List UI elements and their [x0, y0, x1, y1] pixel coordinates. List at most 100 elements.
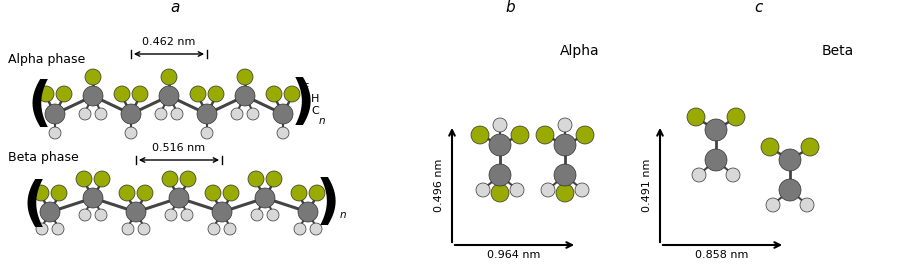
Text: 0.516 nm: 0.516 nm [152, 143, 205, 153]
Circle shape [266, 171, 282, 187]
Circle shape [190, 86, 206, 102]
Circle shape [779, 179, 801, 201]
Circle shape [85, 69, 101, 85]
Circle shape [76, 171, 92, 187]
Circle shape [692, 168, 706, 182]
Circle shape [471, 126, 489, 144]
Circle shape [138, 223, 150, 235]
Circle shape [79, 209, 91, 221]
Circle shape [56, 86, 72, 102]
Circle shape [309, 185, 325, 201]
Circle shape [52, 223, 64, 235]
Text: F: F [303, 83, 310, 93]
Circle shape [169, 188, 189, 208]
Circle shape [575, 183, 589, 197]
Circle shape [165, 209, 177, 221]
Circle shape [766, 198, 780, 212]
Circle shape [181, 209, 193, 221]
Circle shape [489, 164, 511, 186]
Circle shape [554, 164, 576, 186]
Circle shape [255, 188, 275, 208]
Circle shape [223, 185, 239, 201]
Circle shape [137, 185, 153, 201]
Circle shape [576, 126, 594, 144]
Circle shape [208, 223, 220, 235]
Circle shape [95, 108, 107, 120]
Circle shape [273, 104, 293, 124]
Circle shape [94, 171, 110, 187]
Text: a: a [170, 0, 180, 15]
Circle shape [36, 223, 48, 235]
Circle shape [125, 127, 137, 139]
Circle shape [491, 184, 509, 202]
Circle shape [726, 168, 740, 182]
Text: $\bf)$: $\bf)$ [290, 77, 311, 129]
Circle shape [208, 86, 224, 102]
Text: Alpha phase: Alpha phase [8, 54, 86, 66]
Text: 0.496 nm: 0.496 nm [434, 158, 444, 212]
Circle shape [162, 171, 178, 187]
Circle shape [705, 119, 727, 141]
Circle shape [83, 86, 103, 106]
Text: b: b [505, 0, 515, 15]
Text: Alpha: Alpha [560, 44, 599, 58]
Circle shape [231, 108, 243, 120]
Circle shape [224, 223, 236, 235]
Circle shape [159, 86, 179, 106]
Circle shape [761, 138, 779, 156]
Circle shape [237, 69, 253, 85]
Text: 0.858 nm: 0.858 nm [696, 250, 749, 260]
Circle shape [40, 202, 60, 222]
Circle shape [33, 185, 49, 201]
Circle shape [558, 118, 572, 132]
Circle shape [205, 185, 221, 201]
Circle shape [727, 108, 745, 126]
Circle shape [122, 223, 134, 235]
Circle shape [121, 104, 141, 124]
Circle shape [247, 108, 259, 120]
Circle shape [310, 223, 322, 235]
Circle shape [801, 138, 819, 156]
Text: 0.462 nm: 0.462 nm [142, 37, 195, 47]
Circle shape [212, 202, 232, 222]
Text: n: n [319, 116, 326, 126]
Circle shape [45, 104, 65, 124]
Circle shape [126, 202, 146, 222]
Text: 0.964 nm: 0.964 nm [487, 250, 541, 260]
Circle shape [541, 183, 555, 197]
Circle shape [705, 149, 727, 171]
Text: $\bf($: $\bf($ [27, 79, 49, 131]
Circle shape [132, 86, 148, 102]
Text: Beta: Beta [822, 44, 854, 58]
Circle shape [197, 104, 217, 124]
Circle shape [119, 185, 135, 201]
Circle shape [284, 86, 300, 102]
Text: H: H [311, 94, 320, 104]
Circle shape [155, 108, 167, 120]
Circle shape [235, 86, 255, 106]
Circle shape [201, 127, 213, 139]
Circle shape [251, 209, 263, 221]
Circle shape [291, 185, 307, 201]
Text: C: C [311, 106, 319, 116]
Circle shape [266, 86, 282, 102]
Circle shape [511, 126, 529, 144]
Circle shape [51, 185, 67, 201]
Circle shape [294, 223, 306, 235]
Circle shape [277, 127, 289, 139]
Circle shape [298, 202, 318, 222]
Text: Beta phase: Beta phase [8, 151, 79, 165]
Circle shape [79, 108, 91, 120]
Circle shape [489, 134, 511, 156]
Circle shape [38, 86, 54, 102]
Text: c: c [754, 0, 762, 15]
Circle shape [114, 86, 130, 102]
Text: $\bf)$: $\bf)$ [315, 177, 337, 229]
Circle shape [248, 171, 264, 187]
Circle shape [493, 118, 507, 132]
Circle shape [510, 183, 524, 197]
Text: n: n [340, 210, 346, 220]
Circle shape [554, 134, 576, 156]
Circle shape [49, 127, 61, 139]
Circle shape [779, 149, 801, 171]
